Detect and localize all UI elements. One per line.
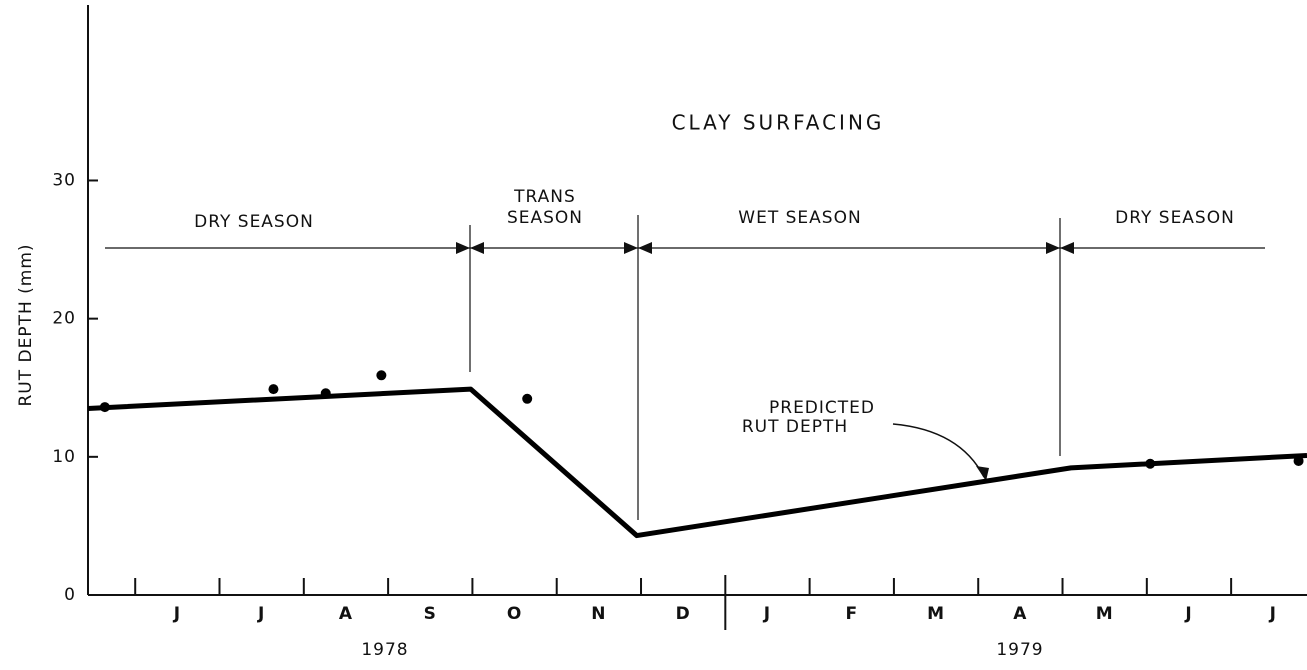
data-point — [320, 388, 331, 399]
x-tick-label: J — [763, 604, 771, 624]
annotation: PREDICTED — [769, 398, 875, 418]
season-label: WET SEASON — [738, 208, 861, 228]
season-label: SEASON — [507, 208, 583, 228]
season-arrows — [456, 242, 1074, 254]
data-point — [268, 384, 279, 395]
data-point — [99, 402, 110, 413]
x-tick-label: J — [257, 604, 265, 624]
year-label: 1978 — [361, 640, 408, 660]
data-point — [1293, 455, 1304, 466]
annotation-arrowhead — [976, 466, 989, 481]
season-label: DRY SEASON — [194, 212, 314, 232]
x-tick-label: M — [927, 604, 945, 624]
x-tick-label: J — [173, 604, 181, 624]
y-tick-label: 0 — [64, 585, 76, 605]
annotation-arrow — [892, 423, 985, 478]
season-label: TRANS — [513, 187, 576, 207]
x-tick-label: D — [676, 604, 691, 624]
x-tick-label: N — [591, 604, 606, 624]
x-tick-label: S — [424, 604, 437, 624]
x-tick-label: M — [1096, 604, 1114, 624]
x-tick-label: F — [845, 604, 858, 624]
predicted-line — [87, 386, 1307, 539]
data-point — [522, 393, 533, 404]
x-tick-label: A — [339, 604, 353, 624]
y-axis-label: RUT DEPTH (mm) — [16, 243, 36, 406]
x-tick-label: J — [1184, 604, 1192, 624]
y-tick-label: 20 — [52, 309, 76, 329]
x-tick-label: A — [1013, 604, 1027, 624]
y-tick-label: 10 — [52, 447, 76, 467]
y-tick-label: 30 — [52, 170, 76, 190]
x-tick-label: O — [507, 604, 522, 624]
x-tick-label: J — [1269, 604, 1277, 624]
annotation: RUT DEPTH — [742, 417, 848, 437]
data-point — [1145, 458, 1156, 469]
data-point — [376, 370, 387, 381]
year-label: 1979 — [996, 640, 1043, 660]
season-label: DRY SEASON — [1115, 208, 1235, 228]
chart-title: CLAY SURFACING — [672, 111, 885, 135]
